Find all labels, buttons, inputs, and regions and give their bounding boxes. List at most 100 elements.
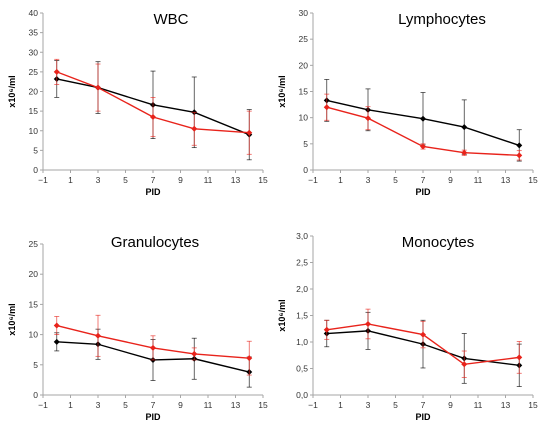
y-tick-label: 1,0 [296,337,308,347]
y-tick-label: 0 [33,165,38,175]
y-tick-label: 5 [33,145,38,155]
y-tick-label: 0,0 [296,390,308,400]
x-tick-label: 7 [151,175,156,185]
series-1 [323,308,523,378]
y-tick-label: 15 [29,106,39,116]
data-point [323,104,330,111]
x-tick-label: 5 [123,175,128,185]
data-point [53,338,60,345]
x-axis-title: PID [415,412,431,422]
data-point [246,129,253,136]
y-tick-label: 20 [29,87,39,97]
x-tick-label: 9 [178,175,183,185]
series-1 [323,93,523,161]
x-tick-label: 15 [258,400,268,410]
y-tick-label: 0 [33,390,38,400]
y-tick-label: 3,0 [296,231,308,241]
y-tick-label: 25 [29,67,39,77]
y-tick-label: 35 [29,28,39,38]
x-tick-label: −1 [308,175,318,185]
data-point [150,344,156,351]
y-tick-label: 0,5 [296,364,308,374]
x-tick-label: 5 [123,400,128,410]
chart-title: Lymphocytes [398,11,486,28]
x-axis-title: PID [145,187,161,197]
data-point [461,149,468,156]
x-tick-label: 5 [393,400,398,410]
x-tick-label: 5 [393,175,398,185]
series-1 [53,314,253,376]
data-point [516,354,523,361]
data-point [365,115,371,122]
data-point [365,320,371,327]
y-tick-label: 2,5 [296,258,308,268]
series-0 [323,79,523,162]
x-tick-label: 1 [68,400,73,410]
x-tick-label: 7 [151,400,156,410]
y-tick-label: 15 [299,87,309,97]
data-point [53,68,60,75]
data-point [461,361,468,368]
y-tick-label: 20 [299,60,309,70]
y-tick-label: 2,0 [296,284,308,294]
data-point [420,143,426,150]
data-point [191,125,198,132]
data-point [516,152,523,159]
data-point [191,350,198,357]
x-tick-label: 3 [366,175,371,185]
chart-panel-3: 0,00,51,01,52,02,53,0−1 1 3 5 7 9 11 13 15PIDx10… [277,231,538,422]
x-tick-label: 3 [366,400,371,410]
x-tick-label: 9 [178,400,183,410]
data-point [516,142,523,149]
x-tick-label: 7 [421,175,426,185]
y-tick-label: 0 [303,165,308,175]
x-tick-label: 3 [96,175,101,185]
x-tick-label: 1 [338,175,343,185]
x-tick-label: 1 [338,400,343,410]
y-tick-label: 5 [303,139,308,149]
y-axis-title: x10⁶/ml [277,299,287,331]
data-point [95,332,101,339]
x-tick-label: 13 [231,175,241,185]
data-point [461,124,468,131]
x-tick-label: −1 [38,175,48,185]
x-tick-label: 15 [528,175,538,185]
y-tick-label: 30 [29,47,39,57]
y-tick-label: 30 [299,8,309,18]
y-tick-label: 20 [29,269,39,279]
x-tick-label: 13 [501,400,511,410]
series-1 [53,58,253,155]
x-tick-label: 1 [68,175,73,185]
x-tick-label: 11 [474,175,483,185]
data-point [150,114,156,121]
chart-title: WBC [154,11,189,28]
y-tick-label: 5 [33,360,38,370]
x-tick-label: 7 [421,400,426,410]
data-point [53,322,60,329]
y-tick-label: 15 [29,299,39,309]
x-tick-label: −1 [308,400,318,410]
y-tick-label: 25 [29,239,39,249]
data-point [246,355,253,362]
y-tick-label: 1,5 [296,311,308,321]
data-point [323,326,330,333]
chart-title: Monocytes [402,234,475,251]
x-tick-label: 11 [474,400,483,410]
x-tick-label: −1 [38,400,48,410]
y-tick-label: 10 [299,113,309,123]
data-point [420,115,426,122]
x-axis-title: PID [145,412,161,422]
y-tick-label: 25 [299,34,309,44]
x-tick-label: 15 [528,400,538,410]
y-tick-label: 10 [29,126,39,136]
x-tick-label: 9 [448,175,453,185]
x-tick-label: 13 [501,175,511,185]
data-point [95,84,101,91]
y-axis-title: x10⁶/ml [7,303,17,335]
x-tick-label: 9 [448,400,453,410]
x-axis-title: PID [415,187,431,197]
x-tick-label: 11 [204,400,213,410]
y-axis-title: x10⁶/ml [277,75,287,107]
